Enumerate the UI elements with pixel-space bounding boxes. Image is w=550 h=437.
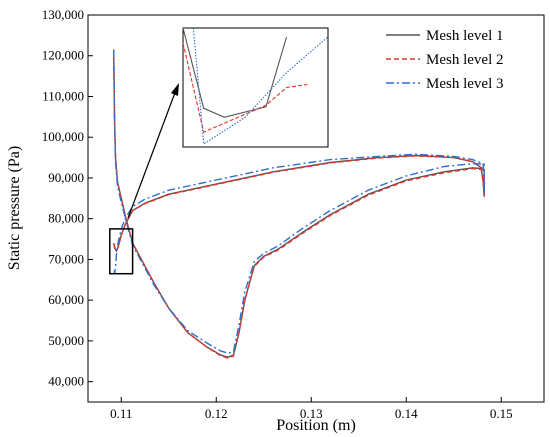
- inset-series-line-1: [182, 27, 288, 118]
- series-lines: [113, 49, 485, 359]
- y-tick-label: 70,000: [48, 251, 84, 266]
- y-tick-label: 100,000: [42, 129, 84, 144]
- x-tick-label: 0.11: [110, 406, 132, 421]
- y-tick-label: 90,000: [48, 170, 84, 185]
- x-tick-label: 0.12: [205, 406, 228, 421]
- zoom-box: [109, 228, 134, 275]
- y-tick-label: 110,000: [42, 88, 84, 103]
- x-tick-label: 0.14: [395, 406, 418, 421]
- legend-label-1: Mesh level 1: [426, 28, 503, 44]
- legend: Mesh level 1 Mesh level 2 Mesh level 3: [386, 28, 503, 92]
- plot-frame: [87, 14, 545, 403]
- series-line-2: [113, 49, 485, 359]
- zoom-arrow-head: [171, 83, 179, 96]
- y-tick-label: 40,000: [48, 374, 84, 389]
- inset-series-line-2: [182, 42, 308, 133]
- y-tick-label: 50,000: [48, 333, 84, 348]
- inset-frame: [182, 27, 329, 148]
- y-axis: 40,000 50,000 60,000 70,000 80,000 90,000 100,…: [42, 7, 93, 389]
- legend-label-2: Mesh level 2: [426, 52, 503, 68]
- inset-panel: [182, 27, 329, 148]
- inset-series-line-3: [192, 27, 329, 145]
- y-tick-label: 60,000: [48, 292, 84, 307]
- series-line-3: [113, 49, 485, 354]
- inset-lines: [182, 27, 329, 145]
- x-tick-label: 0.13: [300, 406, 323, 421]
- y-tick-label: 80,000: [48, 211, 84, 226]
- x-axis-label: Position (m): [276, 417, 356, 434]
- y-axis-label: Static pressure (Pa): [6, 146, 23, 270]
- x-tick-label: 0.15: [490, 406, 513, 421]
- y-tick-label: 120,000: [42, 48, 84, 63]
- x-axis: 0.11 0.12 0.13 0.14 0.15: [110, 397, 513, 421]
- y-tick-label: 130,000: [42, 7, 84, 22]
- zoom-arrow-line: [127, 89, 177, 219]
- legend-label-3: Mesh level 3: [426, 76, 503, 92]
